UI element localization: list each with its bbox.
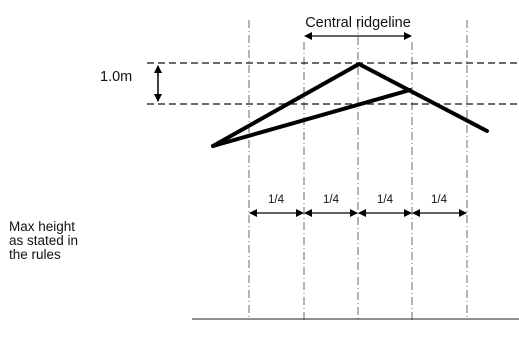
roof-inner-line xyxy=(211,88,412,148)
roof-slope xyxy=(211,62,489,148)
quarter-label: 1/4 xyxy=(431,194,448,206)
note-line: as stated in xyxy=(9,233,79,248)
height-label: 1.0m xyxy=(100,69,132,85)
note-line: the rules xyxy=(9,247,61,262)
quarter-labels: 1/4 1/4 1/4 1/4 xyxy=(268,194,448,206)
height-reference-lines xyxy=(147,62,519,105)
quarter-label: 1/4 xyxy=(377,194,394,206)
quarter-label: 1/4 xyxy=(323,194,340,206)
max-height-note: Max height as stated in the rules xyxy=(9,220,129,262)
quarter-label: 1/4 xyxy=(268,194,285,206)
roof-outline xyxy=(211,62,489,148)
note-line: Max height xyxy=(9,219,76,234)
vertical-guide-lines xyxy=(248,20,468,320)
ridgeline-label: Central ridgeline xyxy=(305,15,411,31)
